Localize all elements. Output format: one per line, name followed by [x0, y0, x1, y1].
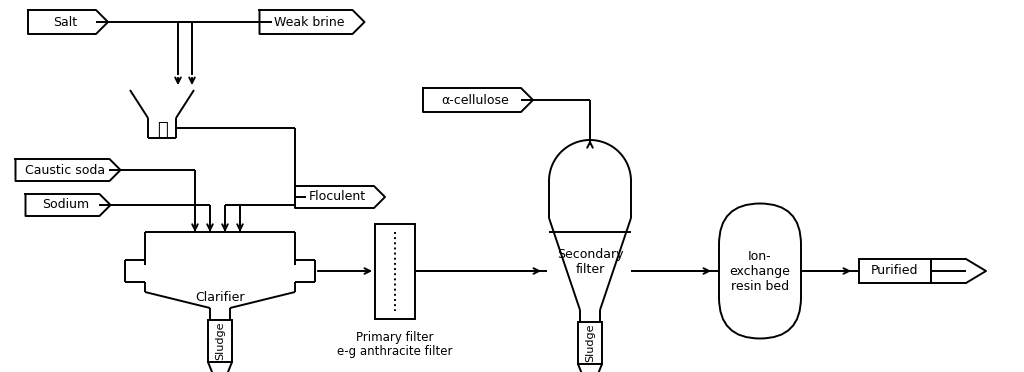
FancyBboxPatch shape: [719, 203, 801, 339]
Text: Purified: Purified: [871, 264, 919, 278]
Text: Caustic soda: Caustic soda: [26, 164, 105, 176]
Text: Salt: Salt: [53, 16, 77, 29]
Bar: [208, 320, 232, 362]
Bar: [578, 322, 602, 364]
Text: Sludge: Sludge: [585, 324, 595, 362]
Text: Primary filter
e-g anthracite filter: Primary filter e-g anthracite filter: [337, 330, 453, 359]
Text: α-cellulose: α-cellulose: [441, 93, 509, 106]
Text: Clarifier: Clarifier: [196, 291, 245, 304]
Text: Floculent: Floculent: [308, 190, 366, 203]
Text: Secondary
filter: Secondary filter: [557, 248, 624, 276]
Text: Sludge: Sludge: [215, 322, 225, 360]
Text: Sodium: Sodium: [42, 199, 89, 212]
Text: Weak brine: Weak brine: [273, 16, 344, 29]
Bar: [375, 224, 415, 318]
Text: Ion-
exchange
resin bed: Ion- exchange resin bed: [729, 250, 791, 292]
Bar: [859, 259, 931, 283]
Text: 🌀: 🌀: [157, 121, 167, 139]
